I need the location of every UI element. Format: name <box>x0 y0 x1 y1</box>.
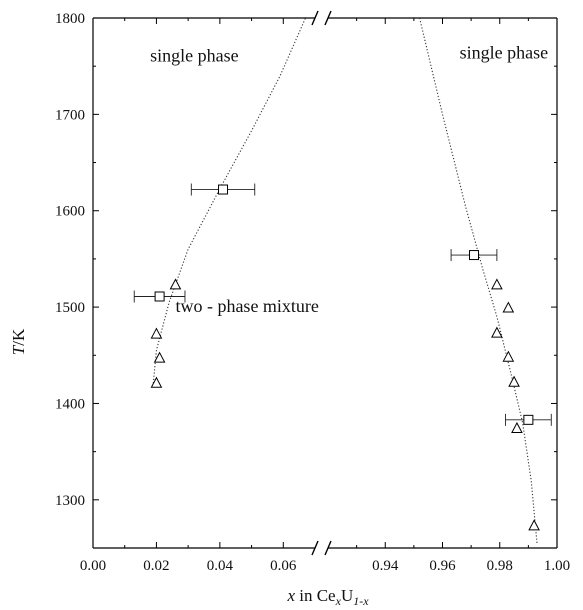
x-axis-title-sub2: 1-x <box>353 594 369 608</box>
x-tick-label: 0.96 <box>429 558 456 574</box>
x-axis-title-sub1: x <box>335 594 342 608</box>
x-axis-title-text: in Ce <box>295 586 336 605</box>
axis-break-mark-bottom-1 <box>311 540 319 556</box>
y-tick-label: 1300 <box>55 493 85 509</box>
data-markers-group <box>133 183 552 531</box>
x-axis-title: x in CexU1-x <box>286 586 369 608</box>
square-marker <box>218 184 229 195</box>
square-marker <box>523 414 534 425</box>
x-tick-label: 0.98 <box>487 558 513 574</box>
y-tick-label: 1400 <box>55 396 85 412</box>
square-marker <box>468 250 479 261</box>
triangle-marker <box>511 421 523 434</box>
x-tick-label: 0.00 <box>80 558 106 574</box>
triangle-marker <box>502 350 515 362</box>
phase-boundary-curve-left <box>152 17 307 384</box>
triangle-marker <box>150 327 163 339</box>
phase-boundary-group <box>152 17 538 544</box>
triangle-marker <box>508 375 520 387</box>
x-tick-label: 0.06 <box>270 558 297 574</box>
phase-boundary-curve-right <box>419 17 538 544</box>
y-tick-label: 1700 <box>55 107 85 123</box>
y-axis-title: T/K <box>9 328 28 355</box>
triangle-marker <box>169 278 182 290</box>
triangle-marker <box>502 301 515 313</box>
x-tick-label: 0.94 <box>372 558 399 574</box>
y-tick-label: 1500 <box>55 300 85 316</box>
labels-group: 1300 1400 1500 1600 1700 1800 0.00 0.02 0.04 0.06… <box>55 11 570 574</box>
region-label-3: two - phase mixture <box>175 296 318 316</box>
triangle-marker <box>150 376 163 388</box>
triangle-marker <box>153 351 166 363</box>
triangle-marker <box>528 519 540 531</box>
y-tick-label: 1800 <box>55 11 85 27</box>
y-axis-title-unit: /K <box>9 328 28 346</box>
axis-break-mark-bottom-2 <box>324 540 332 556</box>
y-tick-label: 1600 <box>55 204 85 220</box>
x-tick-label: 0.04 <box>207 558 234 574</box>
region-label-1: single phase <box>150 45 238 65</box>
x-axis-title-var: x <box>286 586 295 605</box>
triangle-marker <box>491 326 503 338</box>
region-label-2: single phase <box>460 42 548 62</box>
axis-break-mark-top-2 <box>324 10 332 26</box>
axis-break-mark-top-1 <box>311 10 319 26</box>
x-tick-label: 1.00 <box>544 558 570 574</box>
x-tick-label: 0.02 <box>143 558 169 574</box>
square-marker <box>154 291 165 302</box>
y-axis-title-symbol: T <box>9 344 28 355</box>
plot-frame-group <box>92 10 558 556</box>
triangle-marker <box>491 278 503 290</box>
x-axis-title-text2: U <box>341 586 353 605</box>
